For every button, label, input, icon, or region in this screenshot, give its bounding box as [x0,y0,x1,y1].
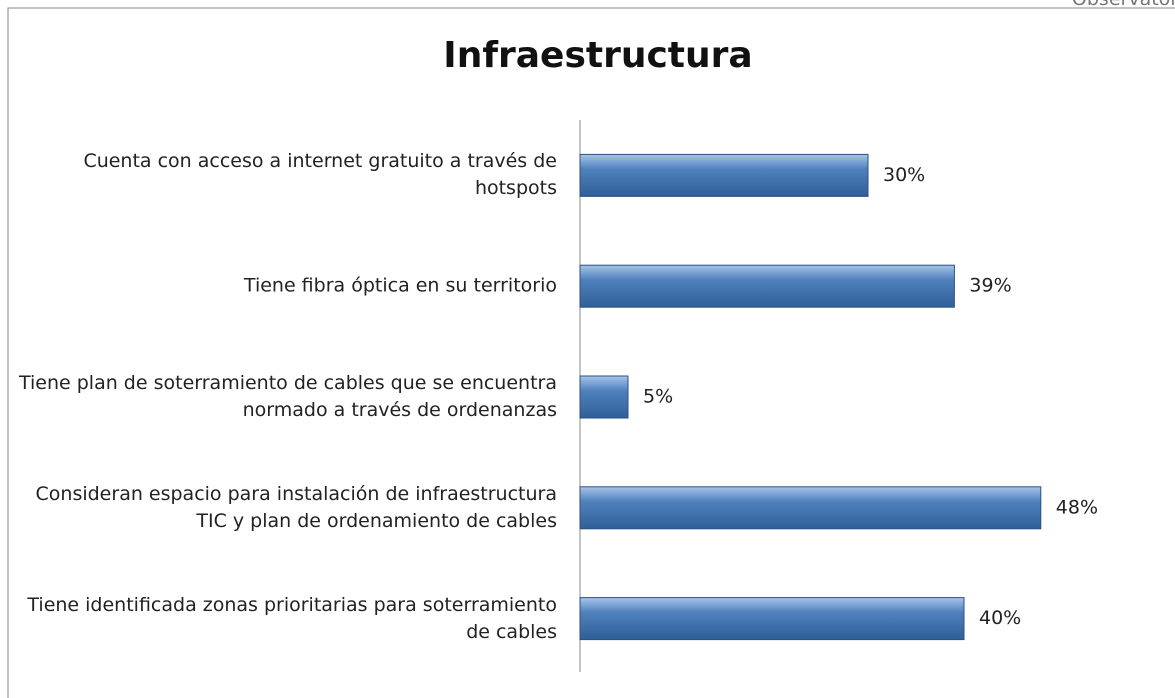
value-label: 5% [643,386,673,408]
bar [579,375,629,419]
value-label: 48% [1056,496,1098,518]
corner-text: Observatorio [1072,0,1175,10]
bar [579,597,965,641]
category-label: Tiene identificada zonas prioritarias pa… [27,593,557,643]
category-label: Tiene plan de soterramiento de cables qu… [18,372,557,421]
category-label: Consideran espacio para instalación de i… [35,482,557,532]
value-label: 30% [883,164,925,186]
category-label: Cuenta con acceso a internet gratuito a … [83,150,557,200]
value-label: 40% [979,607,1021,629]
bar [579,264,955,308]
chart-title: Infraestructura [443,35,752,76]
bar [579,486,1042,530]
frame [7,7,1175,698]
bar [579,153,869,197]
value-label: 39% [969,275,1011,297]
category-label: Tiene fibra óptica en su territorio [243,274,557,297]
